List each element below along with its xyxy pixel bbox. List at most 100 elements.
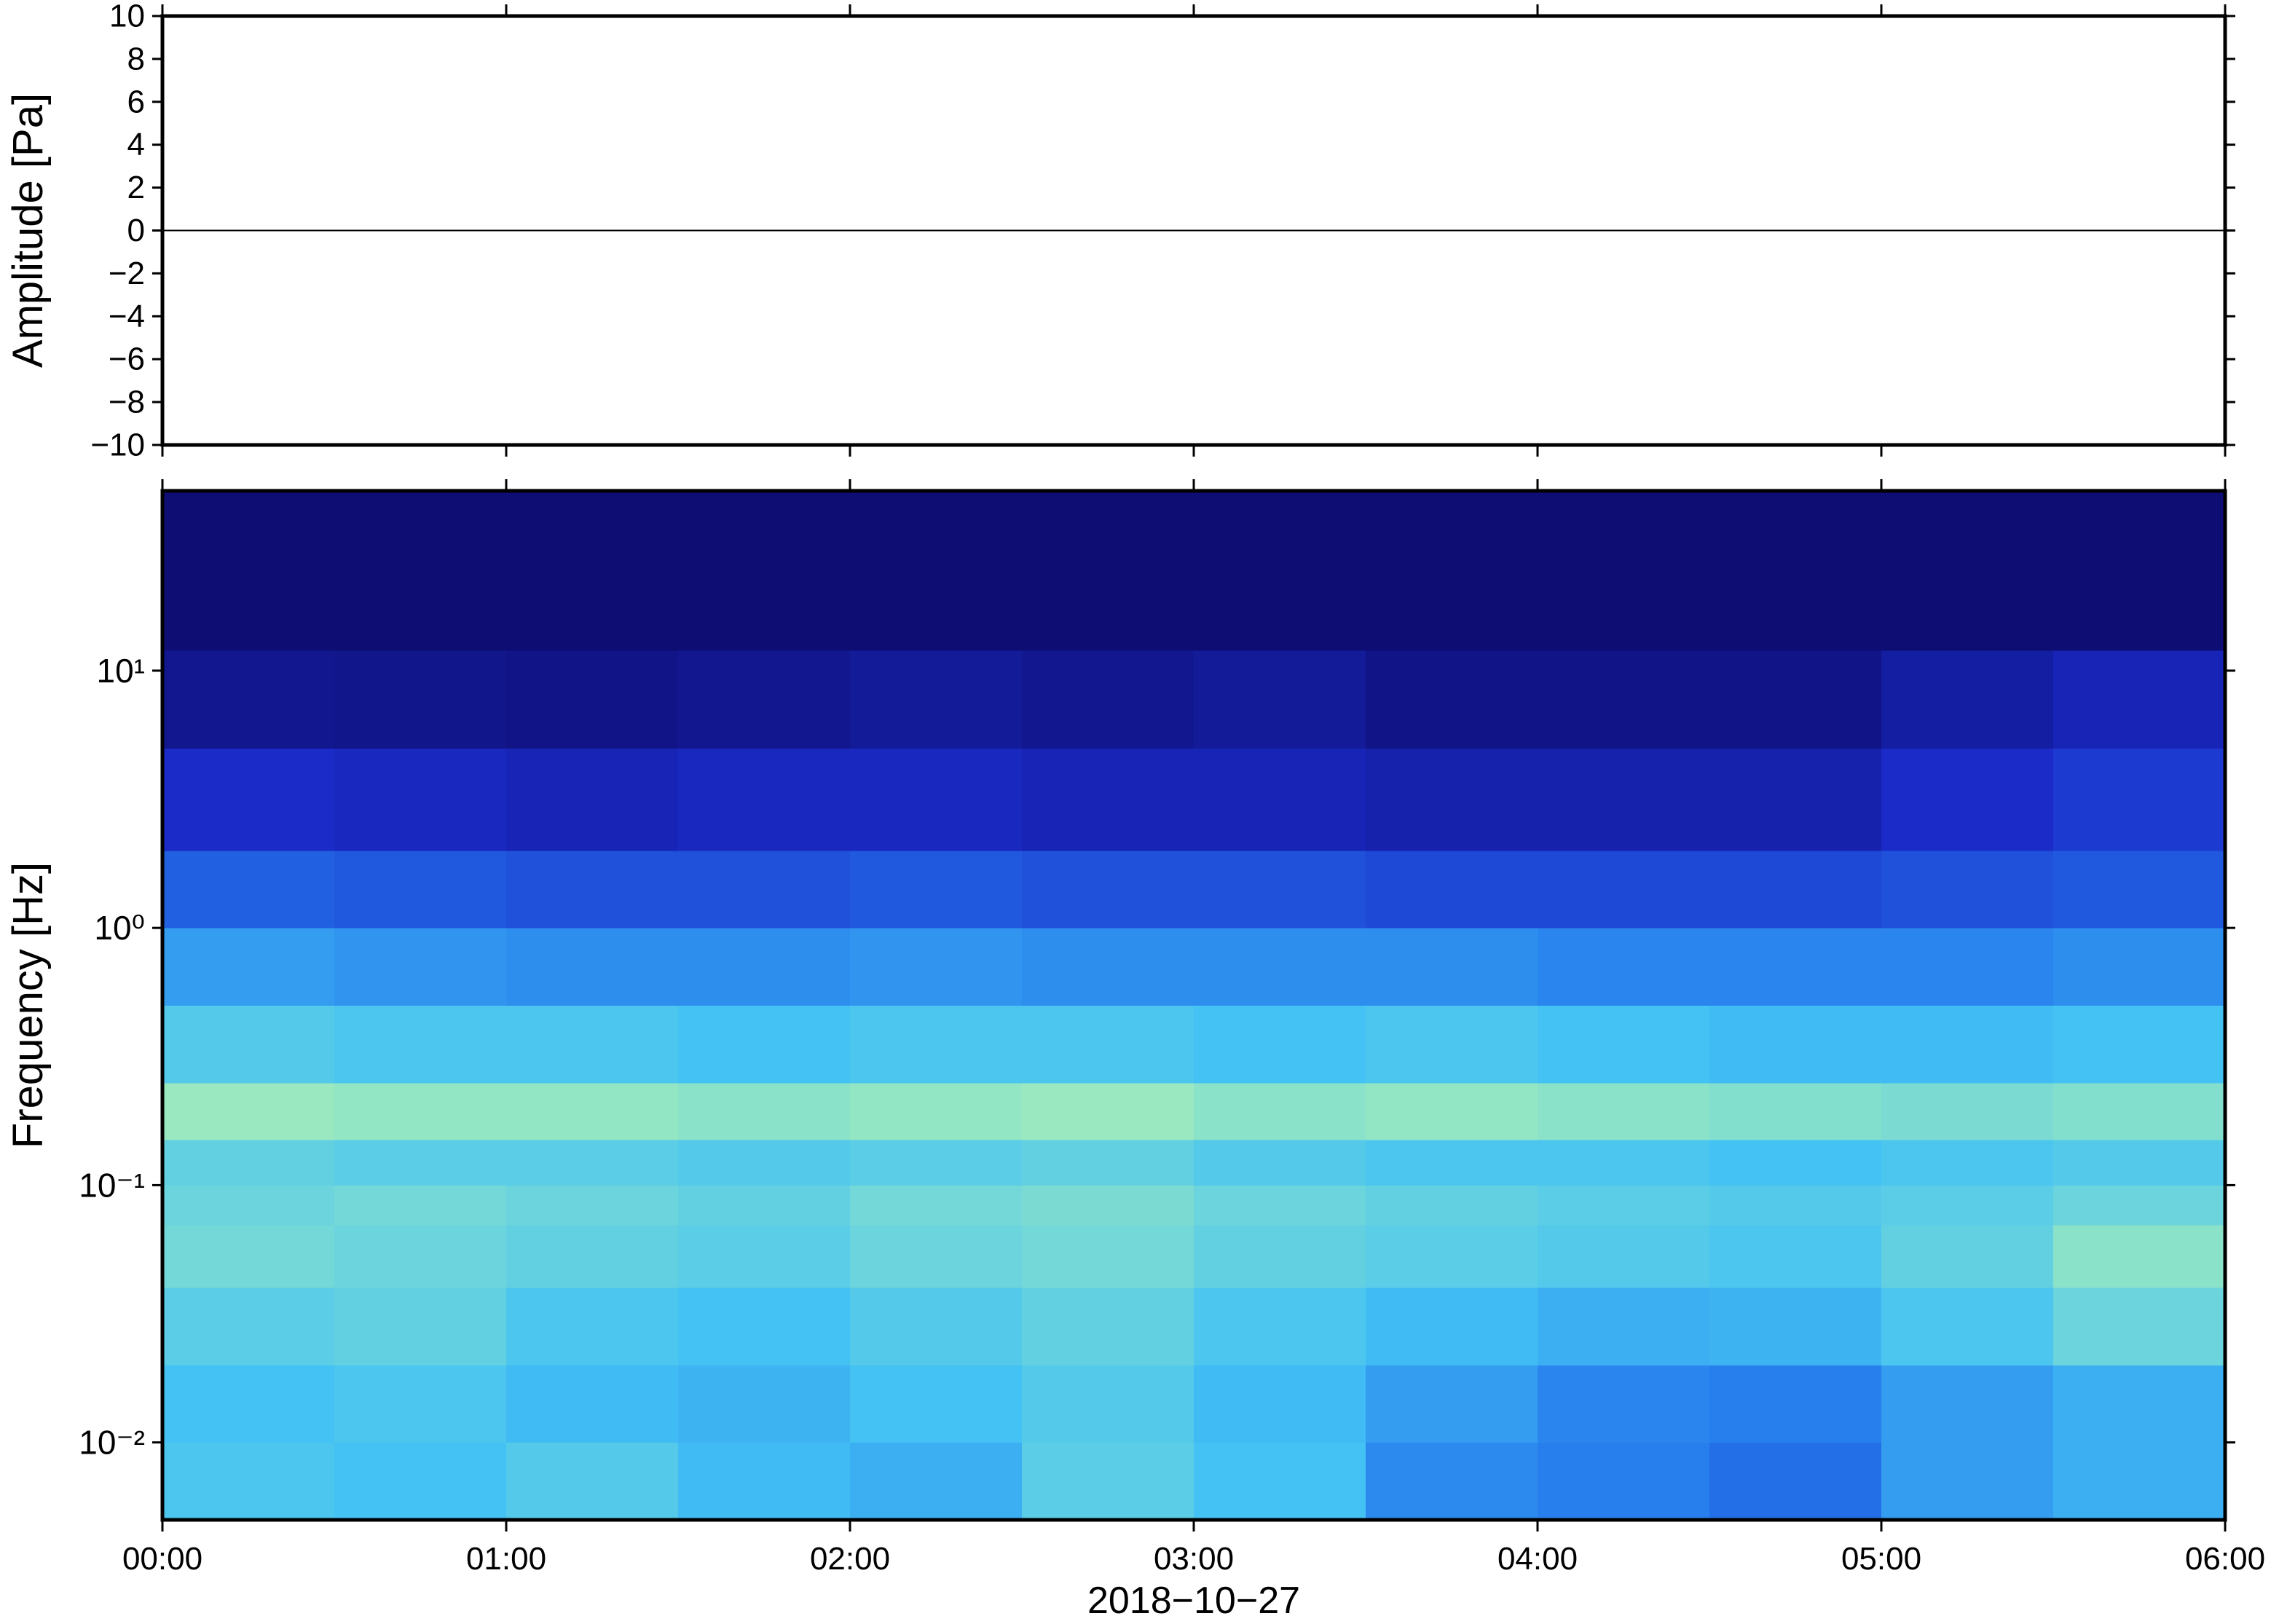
spectrogram-cell <box>678 1442 851 1521</box>
spectrogram-cell <box>1194 1365 1366 1443</box>
spectrogram-cell <box>1022 1225 1194 1288</box>
spectrogram-cell <box>2053 850 2226 929</box>
spectrogram-cell <box>334 1365 507 1443</box>
spectrogram-cell <box>1538 928 1710 1006</box>
spectrogram-cell <box>334 928 507 1006</box>
spectrogram-cell <box>1709 491 1882 651</box>
spectrogram-cell <box>1538 1365 1710 1443</box>
spectrogram-cell <box>1709 1365 1882 1443</box>
spectrogram-cell <box>1538 850 1710 929</box>
spectrogram-cell <box>678 1140 851 1186</box>
spectrogram-cell <box>1709 650 1882 749</box>
spectrogram-cell <box>1022 1005 1194 1084</box>
spectrogram-cell <box>1538 1287 1710 1365</box>
spectrogram-cell <box>334 1140 507 1186</box>
x-axis-title: 2018−10−27 <box>1087 1580 1300 1622</box>
spectrogram-cell <box>506 748 679 851</box>
spectrogram-cell <box>1366 850 1538 929</box>
spectrogram-cell <box>678 1082 851 1140</box>
spectrogram-cell <box>1538 1185 1710 1226</box>
spectrogram-cell <box>1881 1287 2054 1365</box>
spectrogram-cell <box>2053 1287 2226 1365</box>
spectrogram-cell <box>850 1225 1023 1288</box>
spectrogram-cell <box>1881 491 2054 651</box>
x-tick-label: 02:00 <box>810 1541 890 1577</box>
spectrogram-cell <box>850 1005 1023 1084</box>
spectrogram-cell <box>1366 1082 1538 1140</box>
spectrogram-cell <box>850 1082 1023 1140</box>
spectrogram-cell <box>1022 1185 1194 1226</box>
spectrogram-cell <box>1709 1287 1882 1365</box>
spectrogram-cell <box>850 1140 1023 1186</box>
x-tick-label: 03:00 <box>1154 1541 1234 1577</box>
spectrogram-cell <box>1538 1140 1710 1186</box>
spectrogram-cell <box>334 1185 507 1226</box>
spectrogram-cell <box>334 748 507 851</box>
spectrogram-cell <box>334 1082 507 1140</box>
spectrogram-cell <box>1881 1442 2054 1521</box>
spectrogram-cell <box>1194 1442 1366 1521</box>
spectrogram-cell <box>678 1287 851 1365</box>
x-tick-label: 00:00 <box>122 1541 202 1577</box>
spectrogram-cell <box>850 1185 1023 1226</box>
spectrogram-cell <box>678 491 851 651</box>
spectrogram-cell <box>850 491 1023 651</box>
x-tick-label: 04:00 <box>1497 1541 1578 1577</box>
spectrogram-cell <box>1538 748 1710 851</box>
spectrogram-cell <box>1194 1185 1366 1226</box>
spectrogram-cell <box>1538 650 1710 749</box>
spectrogram-cell <box>678 1225 851 1288</box>
y-tick-label: 10⁻¹ <box>79 1166 145 1204</box>
spectrogram-cell <box>2053 1082 2226 1140</box>
spectrogram-cell <box>1881 650 2054 749</box>
spectrogram-cell <box>334 1442 507 1521</box>
spectrogram-cell <box>1881 1140 2054 1186</box>
y-tick-label: 10⁰ <box>94 909 145 947</box>
spectrogram-cell <box>1366 1225 1538 1288</box>
spectrogram-cell <box>850 1442 1023 1521</box>
spectrogram-cell <box>162 1365 335 1443</box>
spectrogram-cell <box>506 1005 679 1084</box>
y-tick-label: 10¹ <box>97 652 145 690</box>
spectrogram-cell <box>1194 748 1366 851</box>
y-tick-label: −4 <box>109 299 145 334</box>
spectrogram-cell <box>1194 1082 1366 1140</box>
spectrogram-cell <box>1194 1005 1366 1084</box>
y-tick-label: −2 <box>109 256 145 291</box>
spectrogram-cell <box>678 1185 851 1226</box>
spectrogram-cell <box>162 491 335 651</box>
spectrogram-cell <box>334 1005 507 1084</box>
spectrogram-cell <box>506 1140 679 1186</box>
spectrogram-cell <box>1881 1185 2054 1226</box>
spectrogram-cell <box>2053 1185 2226 1226</box>
y-tick-label: −6 <box>109 342 145 377</box>
spectrogram-cell <box>1538 1082 1710 1140</box>
spectrogram-cell <box>1022 1442 1194 1521</box>
spectrogram-cell <box>162 1185 335 1226</box>
spectrogram-cell <box>1022 1140 1194 1186</box>
spectrogram-cell <box>506 491 679 651</box>
spectrogram-cell <box>1022 928 1194 1006</box>
spectrogram-cell <box>1366 928 1538 1006</box>
spectrogram-cell <box>162 650 335 749</box>
spectrogram-cell <box>1194 1140 1366 1186</box>
spectrogram-cell <box>2053 748 2226 851</box>
spectrogram-cell <box>678 928 851 1006</box>
spectrogram-cell <box>162 1225 335 1288</box>
spectrogram-cell <box>1022 491 1194 651</box>
y-axis-title: Frequency [Hz] <box>4 862 52 1148</box>
spectrogram-cell <box>1709 850 1882 929</box>
spectrogram-cell <box>1366 491 1538 651</box>
spectrogram-cell <box>2053 1140 2226 1186</box>
y-tick-label: −8 <box>109 385 145 420</box>
spectrogram-cell <box>1709 1442 1882 1521</box>
spectrogram-cell <box>1709 1225 1882 1288</box>
y-tick-label: 6 <box>127 84 145 119</box>
spectrogram-cell <box>1366 1365 1538 1443</box>
spectrogram-cell <box>678 748 851 851</box>
spectrogram-cell <box>1881 1005 2054 1084</box>
spectrogram-cell <box>1709 1140 1882 1186</box>
y-tick-label: −10 <box>90 427 145 463</box>
spectrogram-cell <box>1022 1082 1194 1140</box>
